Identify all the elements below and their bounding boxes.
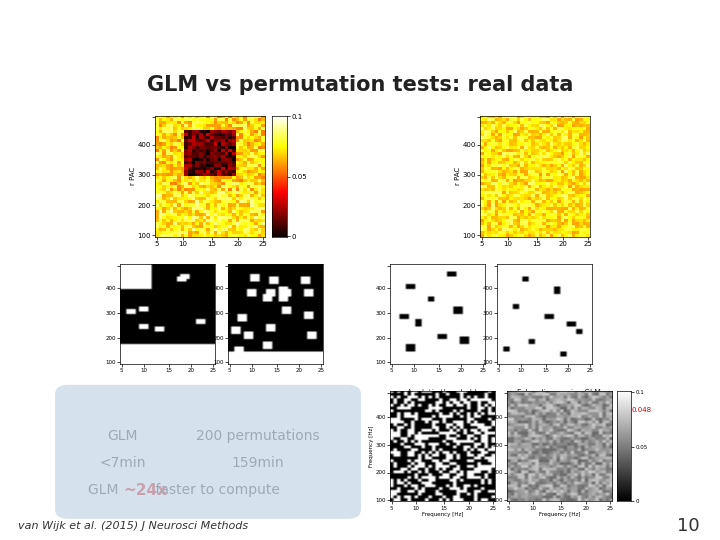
Text: van Wijk et al. (2015) J Neurosci Methods: van Wijk et al. (2015) J Neurosci Method…: [18, 521, 248, 531]
Text: 10: 10: [678, 517, 700, 535]
Text: 200 permutations: 200 permutations: [196, 429, 320, 443]
X-axis label: Frequency [Hz]: Frequency [Hz]: [539, 512, 580, 517]
Text: Analytic threshold: Analytic threshold: [407, 389, 477, 397]
Text: 159min: 159min: [232, 456, 284, 470]
Text: False discoveries GLM: False discoveries GLM: [517, 389, 601, 397]
Text: Significant bins p<.05: Significant bins p<.05: [395, 275, 480, 285]
Text: GLM: GLM: [88, 483, 123, 497]
Text: Patient 1: Patient 1: [185, 137, 235, 147]
Text: Patient 4: Patient 4: [512, 137, 562, 147]
Text: faster to compute: faster to compute: [151, 483, 280, 497]
Text: †UCL: †UCL: [617, 15, 698, 44]
Text: ~24x: ~24x: [123, 483, 167, 497]
Text: Significant bins p<.05: Significant bins p<.05: [125, 275, 210, 285]
Text: GLM: GLM: [108, 429, 138, 443]
Text: <7min: <7min: [100, 456, 146, 470]
X-axis label: Frequency [Hz]: Frequency [Hz]: [422, 512, 463, 517]
Text: 0.048: 0.048: [632, 407, 652, 413]
Text: GLM vs permutation tests: real data: GLM vs permutation tests: real data: [147, 75, 573, 95]
Y-axis label: r PAC: r PAC: [130, 167, 136, 185]
Text: Permutations: Permutations: [518, 275, 570, 285]
Y-axis label: r PAC: r PAC: [455, 167, 461, 185]
Text: Permutations: Permutations: [249, 275, 300, 285]
Y-axis label: Frequency [Hz]: Frequency [Hz]: [369, 426, 374, 467]
